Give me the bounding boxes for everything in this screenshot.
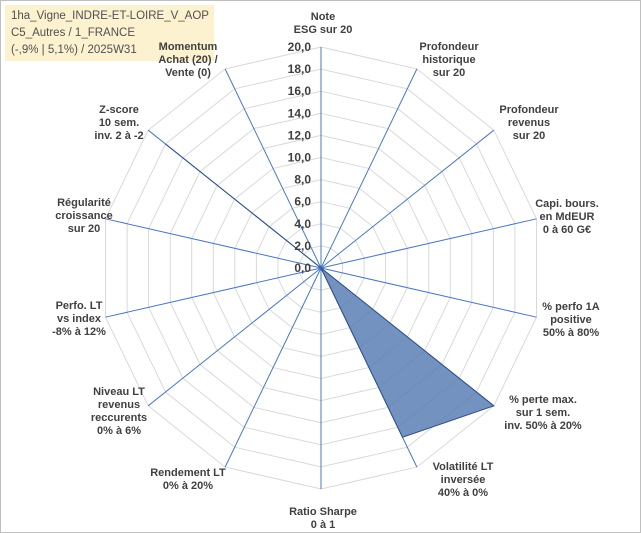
tick-label: 0,0 xyxy=(294,261,311,275)
title-line-1: 1ha_Vigne_INDRE-ET-LOIRE_V_AOP xyxy=(11,10,209,22)
axis-spoke xyxy=(224,68,322,269)
tick-label: 6,0 xyxy=(294,195,311,209)
tick-label: 14,0 xyxy=(288,106,312,120)
axis-spoke xyxy=(147,267,322,407)
axis-spoke xyxy=(105,218,322,269)
axis-spoke xyxy=(320,129,495,269)
tick-label: 20,0 xyxy=(288,40,312,54)
tick-label: 18,0 xyxy=(288,62,312,76)
title-line-2: C5_Autres / 1_FRANCE xyxy=(11,27,135,39)
tick-label: 12,0 xyxy=(288,128,312,142)
axis-spoke xyxy=(320,267,537,318)
axis-label: Z-score 10 sem. inv. 2 à -2 xyxy=(94,104,143,142)
axis-label: Momentum Achat (20) / Vente (0) xyxy=(158,41,217,79)
axis-spoke xyxy=(105,267,322,318)
tick-label: 4,0 xyxy=(294,217,311,231)
axis-spoke xyxy=(320,218,537,269)
tick-label: 8,0 xyxy=(294,173,311,187)
tick-label: 10,0 xyxy=(288,151,312,165)
tick-label: 2,0 xyxy=(294,239,311,253)
axis-label: % perfo 1A positive 50% à 80% xyxy=(542,301,600,339)
axis-spoke xyxy=(224,267,322,468)
axis-label: Capi. bours. en MdEUR 0 à 60 G€ xyxy=(535,198,599,236)
axis-label: Perfo. LT vs index -8% à 12% xyxy=(52,300,106,338)
axis-spoke xyxy=(320,68,418,269)
axis-label: Profondeur historique sur 20 xyxy=(419,41,479,79)
axis-label: Note ESG sur 20 xyxy=(294,11,353,36)
chart-title-box: 1ha_Vigne_INDRE-ET-LOIRE_V_AOP C5_Autres… xyxy=(5,5,214,61)
title-line-3: (-,9% | 5,1%) / 2025W31 xyxy=(11,44,137,56)
axis-label: Niveau LT revenus reccurents 0% à 6% xyxy=(91,386,147,437)
axis-label: Volatilité LT inversée 40% à 0% xyxy=(433,461,494,499)
axis-label: Régularité croissance sur 20 xyxy=(55,197,112,235)
axis-label: Rendement LT 0% à 20% xyxy=(150,467,226,492)
data-series-area xyxy=(165,143,495,438)
axis-label: % perte max. sur 1 sem. inv. 50% à 20% xyxy=(504,394,582,432)
tick-label: 16,0 xyxy=(288,84,312,98)
axis-label: Ratio Sharpe 0 à 1 xyxy=(289,506,357,531)
axis-label: Profondeur revenus sur 20 xyxy=(499,104,559,142)
